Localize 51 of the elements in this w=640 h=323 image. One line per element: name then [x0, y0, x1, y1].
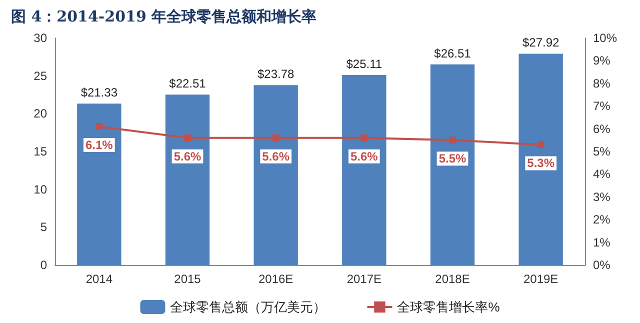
x-tick-label: 2015 [174, 272, 202, 286]
data-label: $26.51 [434, 46, 472, 60]
x-tick-label: 2019E [523, 272, 558, 286]
data-label: 5.6% [262, 149, 290, 164]
y-tick-label: 20 [34, 106, 48, 121]
y2-tick-label: 10% [593, 31, 618, 45]
point [184, 134, 191, 142]
legend-label: 全球零售增长率% [397, 300, 500, 314]
data-label: 5.6% [174, 149, 202, 164]
point [449, 136, 456, 144]
x-tick-label: 2018E [435, 272, 470, 286]
x-tick-label: 2017E [346, 272, 382, 286]
x-tick-label: 2014 [86, 272, 113, 286]
x-tick-label: 2016E [258, 272, 294, 286]
y-tick-label: 0 [40, 258, 48, 272]
y2-tick-label: 7% [593, 99, 611, 114]
y2-tick-label: 8% [593, 76, 611, 90]
y2-tick-label: 6% [593, 122, 611, 136]
y2-tick-label: 1% [593, 235, 611, 250]
data-label: 5.5% [438, 152, 466, 166]
y2-tick-label: 0% [593, 258, 611, 272]
point [537, 141, 544, 148]
data-label: $22.51 [169, 76, 206, 91]
y2-tick-label: 4% [593, 167, 611, 182]
point [360, 134, 368, 142]
y-tick-label: 5 [40, 220, 48, 234]
y-tick-label: 15 [34, 144, 48, 158]
bar [430, 64, 475, 265]
y-tick-label: 10 [34, 182, 48, 196]
bar [254, 85, 298, 265]
chart-title: 图 4：2014-2019 年全球零售总额和增长率 [11, 8, 317, 26]
point [96, 123, 103, 130]
data-label: $25.11 [346, 57, 382, 71]
y-tick-label: 25 [34, 68, 48, 83]
y2-tick-label: 9% [593, 54, 611, 68]
bar [342, 75, 386, 265]
legend-label: 全球零售总额（万亿美元） [170, 300, 326, 314]
y-tick-label: 30 [34, 31, 48, 45]
bar [165, 94, 210, 265]
bar [518, 54, 563, 265]
point [272, 134, 280, 142]
y2-tick-label: 3% [593, 190, 611, 204]
y2-tick-label: 2% [593, 212, 611, 227]
data-label: 6.1% [85, 138, 114, 152]
y2-tick-label: 5% [593, 144, 611, 158]
data-label: 5.3% [527, 156, 555, 170]
bar [77, 104, 122, 265]
data-label: $21.33 [80, 86, 118, 100]
data-label: $27.92 [522, 36, 560, 50]
data-label: $23.78 [257, 67, 295, 82]
data-label: 5.6% [350, 149, 378, 164]
